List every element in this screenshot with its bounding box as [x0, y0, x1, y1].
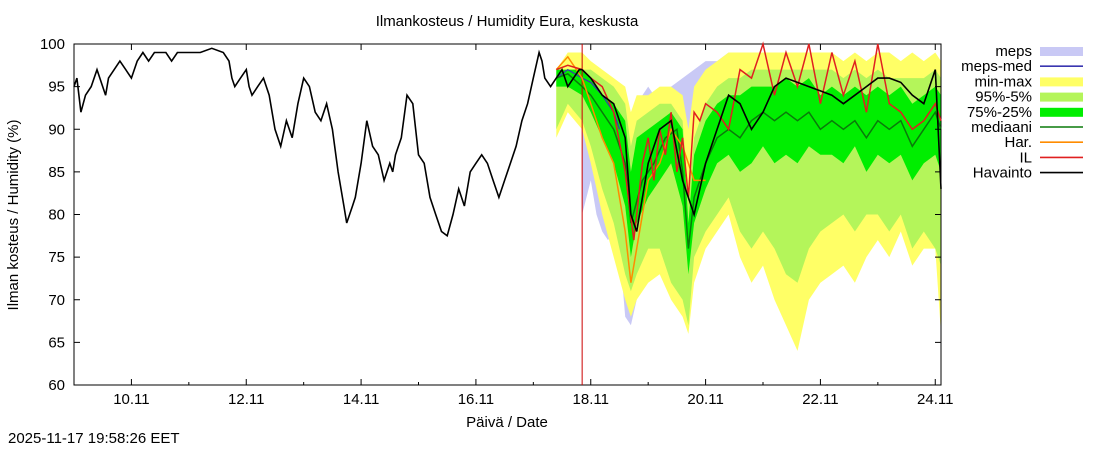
series-lines [73, 41, 942, 283]
median-line [556, 72, 942, 249]
x-tick-label: 22.11 [802, 391, 838, 408]
observation-line-forecast-period [581, 69, 942, 232]
y-tick-label: 90 [48, 121, 65, 138]
legend-label-har: Har. [1004, 134, 1032, 151]
timestamp: 2025-11-17 19:58:26 EET [8, 430, 180, 447]
x-tick-label: 24.11 [917, 391, 953, 408]
axis-ticks: 60 65 70 75 80 85 90 95 100 10.11 12.11 14.11 16.11 1… [40, 36, 954, 408]
y-tick-label: 70 [48, 292, 65, 309]
y-tick-label: 100 [40, 36, 65, 53]
p75-25-band [556, 69, 941, 275]
legend-label-minmax: min-max [974, 73, 1032, 90]
har-line [555, 55, 706, 283]
y-tick-label: 75 [48, 249, 65, 266]
il-line [556, 41, 942, 241]
y-tick-label: 85 [48, 164, 65, 181]
legend-label-p95_5: 95%-5% [975, 89, 1032, 106]
observation-line [73, 47, 583, 238]
legend-label-meps_med: meps-med [961, 58, 1032, 75]
forecast-bands [556, 52, 941, 351]
legend-label-il: IL [1019, 149, 1032, 166]
x-tick-label: 20.11 [687, 391, 723, 408]
y-tick-label: 80 [48, 207, 65, 224]
legend-label-p75_25: 75%-25% [967, 104, 1032, 121]
legend-swatch-minmax [1040, 77, 1083, 87]
x-tick-label: 18.11 [573, 391, 609, 408]
x-tick-label: 14.11 [343, 391, 379, 408]
legend-label-median: mediaani [971, 119, 1032, 136]
x-tick-label: 12.11 [228, 391, 264, 408]
y-axis-label: Ilman kosteus / Humidity (%) [5, 120, 22, 311]
y-tick-label: 65 [48, 334, 65, 351]
x-tick-label: 10.11 [113, 391, 149, 408]
legend-label-obs: Havainto [973, 165, 1032, 182]
legend-swatch-p75_25 [1040, 107, 1083, 117]
y-tick-label: 95 [48, 79, 65, 96]
x-tick-label: 16.11 [458, 391, 494, 408]
chart-title: Ilmankosteus / Humidity Eura, keskusta [376, 13, 639, 30]
legend-label-meps: meps [995, 43, 1032, 60]
legend-swatch-meps [1040, 47, 1083, 56]
y-tick-label: 60 [48, 377, 65, 394]
legend-swatch-p95_5 [1040, 92, 1083, 102]
x-axis-label: Päivä / Date [466, 414, 548, 431]
legend: mepsmeps-medmin-max95%-5%75%-25%mediaani… [961, 43, 1083, 182]
